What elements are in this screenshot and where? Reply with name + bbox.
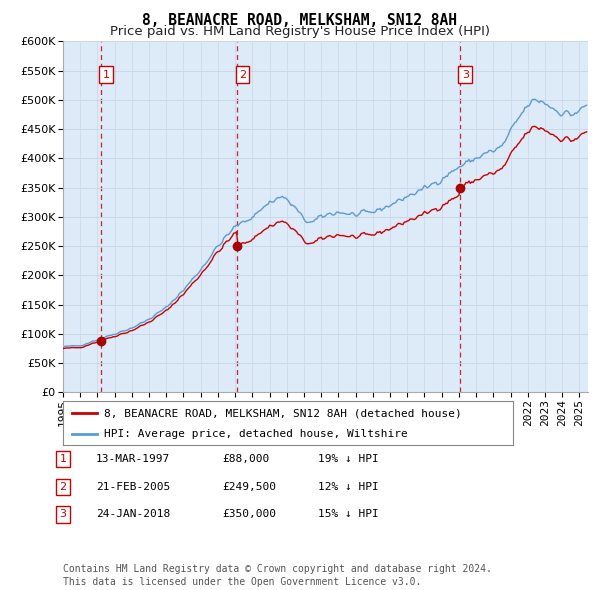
Text: 3: 3: [462, 70, 469, 80]
Text: 8, BEANACRE ROAD, MELKSHAM, SN12 8AH: 8, BEANACRE ROAD, MELKSHAM, SN12 8AH: [143, 13, 458, 28]
Text: 19% ↓ HPI: 19% ↓ HPI: [318, 454, 379, 464]
Text: 21-FEB-2005: 21-FEB-2005: [96, 482, 170, 491]
Text: 8, BEANACRE ROAD, MELKSHAM, SN12 8AH (detached house): 8, BEANACRE ROAD, MELKSHAM, SN12 8AH (de…: [104, 408, 461, 418]
Text: 15% ↓ HPI: 15% ↓ HPI: [318, 510, 379, 519]
Text: 3: 3: [59, 510, 67, 519]
Text: 1: 1: [103, 70, 110, 80]
Text: HPI: Average price, detached house, Wiltshire: HPI: Average price, detached house, Wilt…: [104, 428, 407, 438]
Text: 12% ↓ HPI: 12% ↓ HPI: [318, 482, 379, 491]
Text: 24-JAN-2018: 24-JAN-2018: [96, 510, 170, 519]
Text: Price paid vs. HM Land Registry's House Price Index (HPI): Price paid vs. HM Land Registry's House …: [110, 25, 490, 38]
Text: 2: 2: [239, 70, 246, 80]
Text: £88,000: £88,000: [222, 454, 269, 464]
Text: £350,000: £350,000: [222, 510, 276, 519]
Text: 1: 1: [59, 454, 67, 464]
Text: 13-MAR-1997: 13-MAR-1997: [96, 454, 170, 464]
Text: £249,500: £249,500: [222, 482, 276, 491]
Text: Contains HM Land Registry data © Crown copyright and database right 2024.
This d: Contains HM Land Registry data © Crown c…: [63, 564, 492, 587]
Text: 2: 2: [59, 482, 67, 491]
